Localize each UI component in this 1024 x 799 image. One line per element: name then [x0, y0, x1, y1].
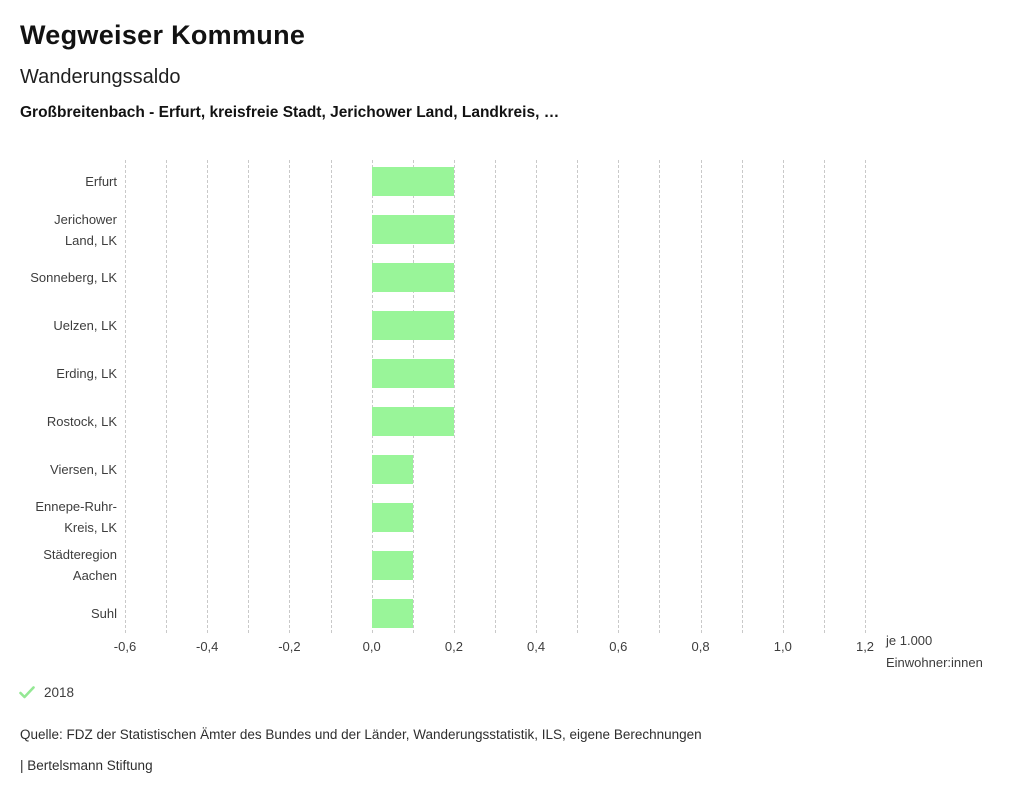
bar-erfurt[interactable]	[371, 167, 454, 197]
category-label-rostock-lk: Rostock, LK	[46, 413, 117, 429]
category-label-uelzen-lk: Uelzen, LK	[53, 318, 117, 334]
x-tick-label: 0,2	[444, 639, 463, 654]
category-label-erfurt: Erfurt	[85, 174, 117, 190]
bar-jerichower-land-lk[interactable]	[371, 215, 454, 245]
bar-st-dteregion-aachen[interactable]	[371, 550, 413, 580]
bar-sonneberg-lk[interactable]	[371, 263, 454, 293]
checkmark-icon	[19, 686, 35, 699]
axis-unit-label: je 1.000 Einwohner:innen	[886, 633, 983, 670]
chart-title: Wanderungssaldo	[20, 66, 181, 88]
gridline	[618, 160, 620, 633]
gridline	[453, 160, 455, 633]
category-label-ennepe-ruhr-kreis-lk: Ennepe-Ruhr- Kreis, LK	[35, 499, 117, 536]
gridline	[289, 160, 291, 633]
gridline	[371, 160, 373, 633]
gridline	[536, 160, 538, 633]
bar-rostock-lk[interactable]	[371, 406, 454, 436]
x-tick-label: 1,2	[855, 639, 875, 654]
gridline	[741, 160, 743, 633]
bar-viersen-lk[interactable]	[371, 454, 413, 484]
x-tick-label: 0,0	[362, 639, 381, 654]
attribution-text: | Bertelsmann Stiftung	[20, 758, 153, 773]
category-label-erding-lk: Erding, LK	[56, 366, 117, 381]
x-tick-label: 0,8	[691, 639, 710, 654]
category-label-viersen-lk: Viersen, LK	[50, 461, 117, 477]
category-label-jerichower-land-lk: Jerichower Land, LK	[54, 211, 117, 248]
legend-year-label: 2018	[44, 685, 75, 700]
gridline	[495, 160, 496, 633]
gridline	[823, 160, 825, 633]
category-label-st-dteregion-aachen: Städteregion Aachen	[43, 547, 117, 584]
app-title: Wegweiser Kommune	[20, 20, 306, 50]
x-tick-label: -0,6	[113, 639, 137, 654]
gridline	[865, 160, 866, 633]
gridline	[700, 160, 702, 633]
gridline	[248, 160, 250, 633]
bar-erding-lk[interactable]	[371, 359, 454, 388]
bar-ennepe-ruhr-kreis-lk[interactable]	[371, 502, 413, 532]
gridline	[166, 160, 168, 633]
legend-item-2018[interactable]: 2018	[19, 685, 74, 700]
chart-context-subtitle: Großbreitenbach - Erfurt, kreisfreie Sta…	[20, 104, 560, 121]
bar-suhl[interactable]	[371, 598, 413, 628]
category-label-sonneberg-lk: Sonneberg, LK	[30, 270, 117, 286]
x-tick-label: 0,6	[609, 639, 628, 654]
category-label-suhl: Suhl	[90, 605, 117, 621]
bar-uelzen-lk[interactable]	[371, 311, 454, 341]
x-tick-label: 0,4	[527, 639, 546, 654]
source-text: Quelle: FDZ der Statistischen Ämter des …	[20, 727, 702, 742]
gridline	[207, 160, 209, 633]
gridline	[330, 160, 332, 633]
gridline	[577, 160, 579, 633]
gridline	[412, 160, 414, 633]
x-tick-label: 1,0	[773, 639, 792, 654]
gridline	[125, 160, 126, 633]
x-tick-label: -0,2	[278, 639, 301, 654]
gridline	[659, 160, 661, 633]
gridline	[782, 160, 784, 633]
x-tick-label: -0,4	[195, 639, 219, 654]
